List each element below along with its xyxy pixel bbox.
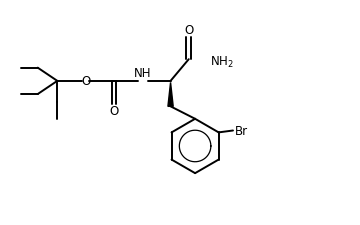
Text: O: O xyxy=(109,104,118,117)
Polygon shape xyxy=(168,83,173,107)
Text: NH: NH xyxy=(134,67,151,80)
Text: NH$_2$: NH$_2$ xyxy=(210,54,233,69)
Text: Br: Br xyxy=(235,124,248,137)
Text: O: O xyxy=(184,24,193,37)
Text: O: O xyxy=(81,75,90,88)
